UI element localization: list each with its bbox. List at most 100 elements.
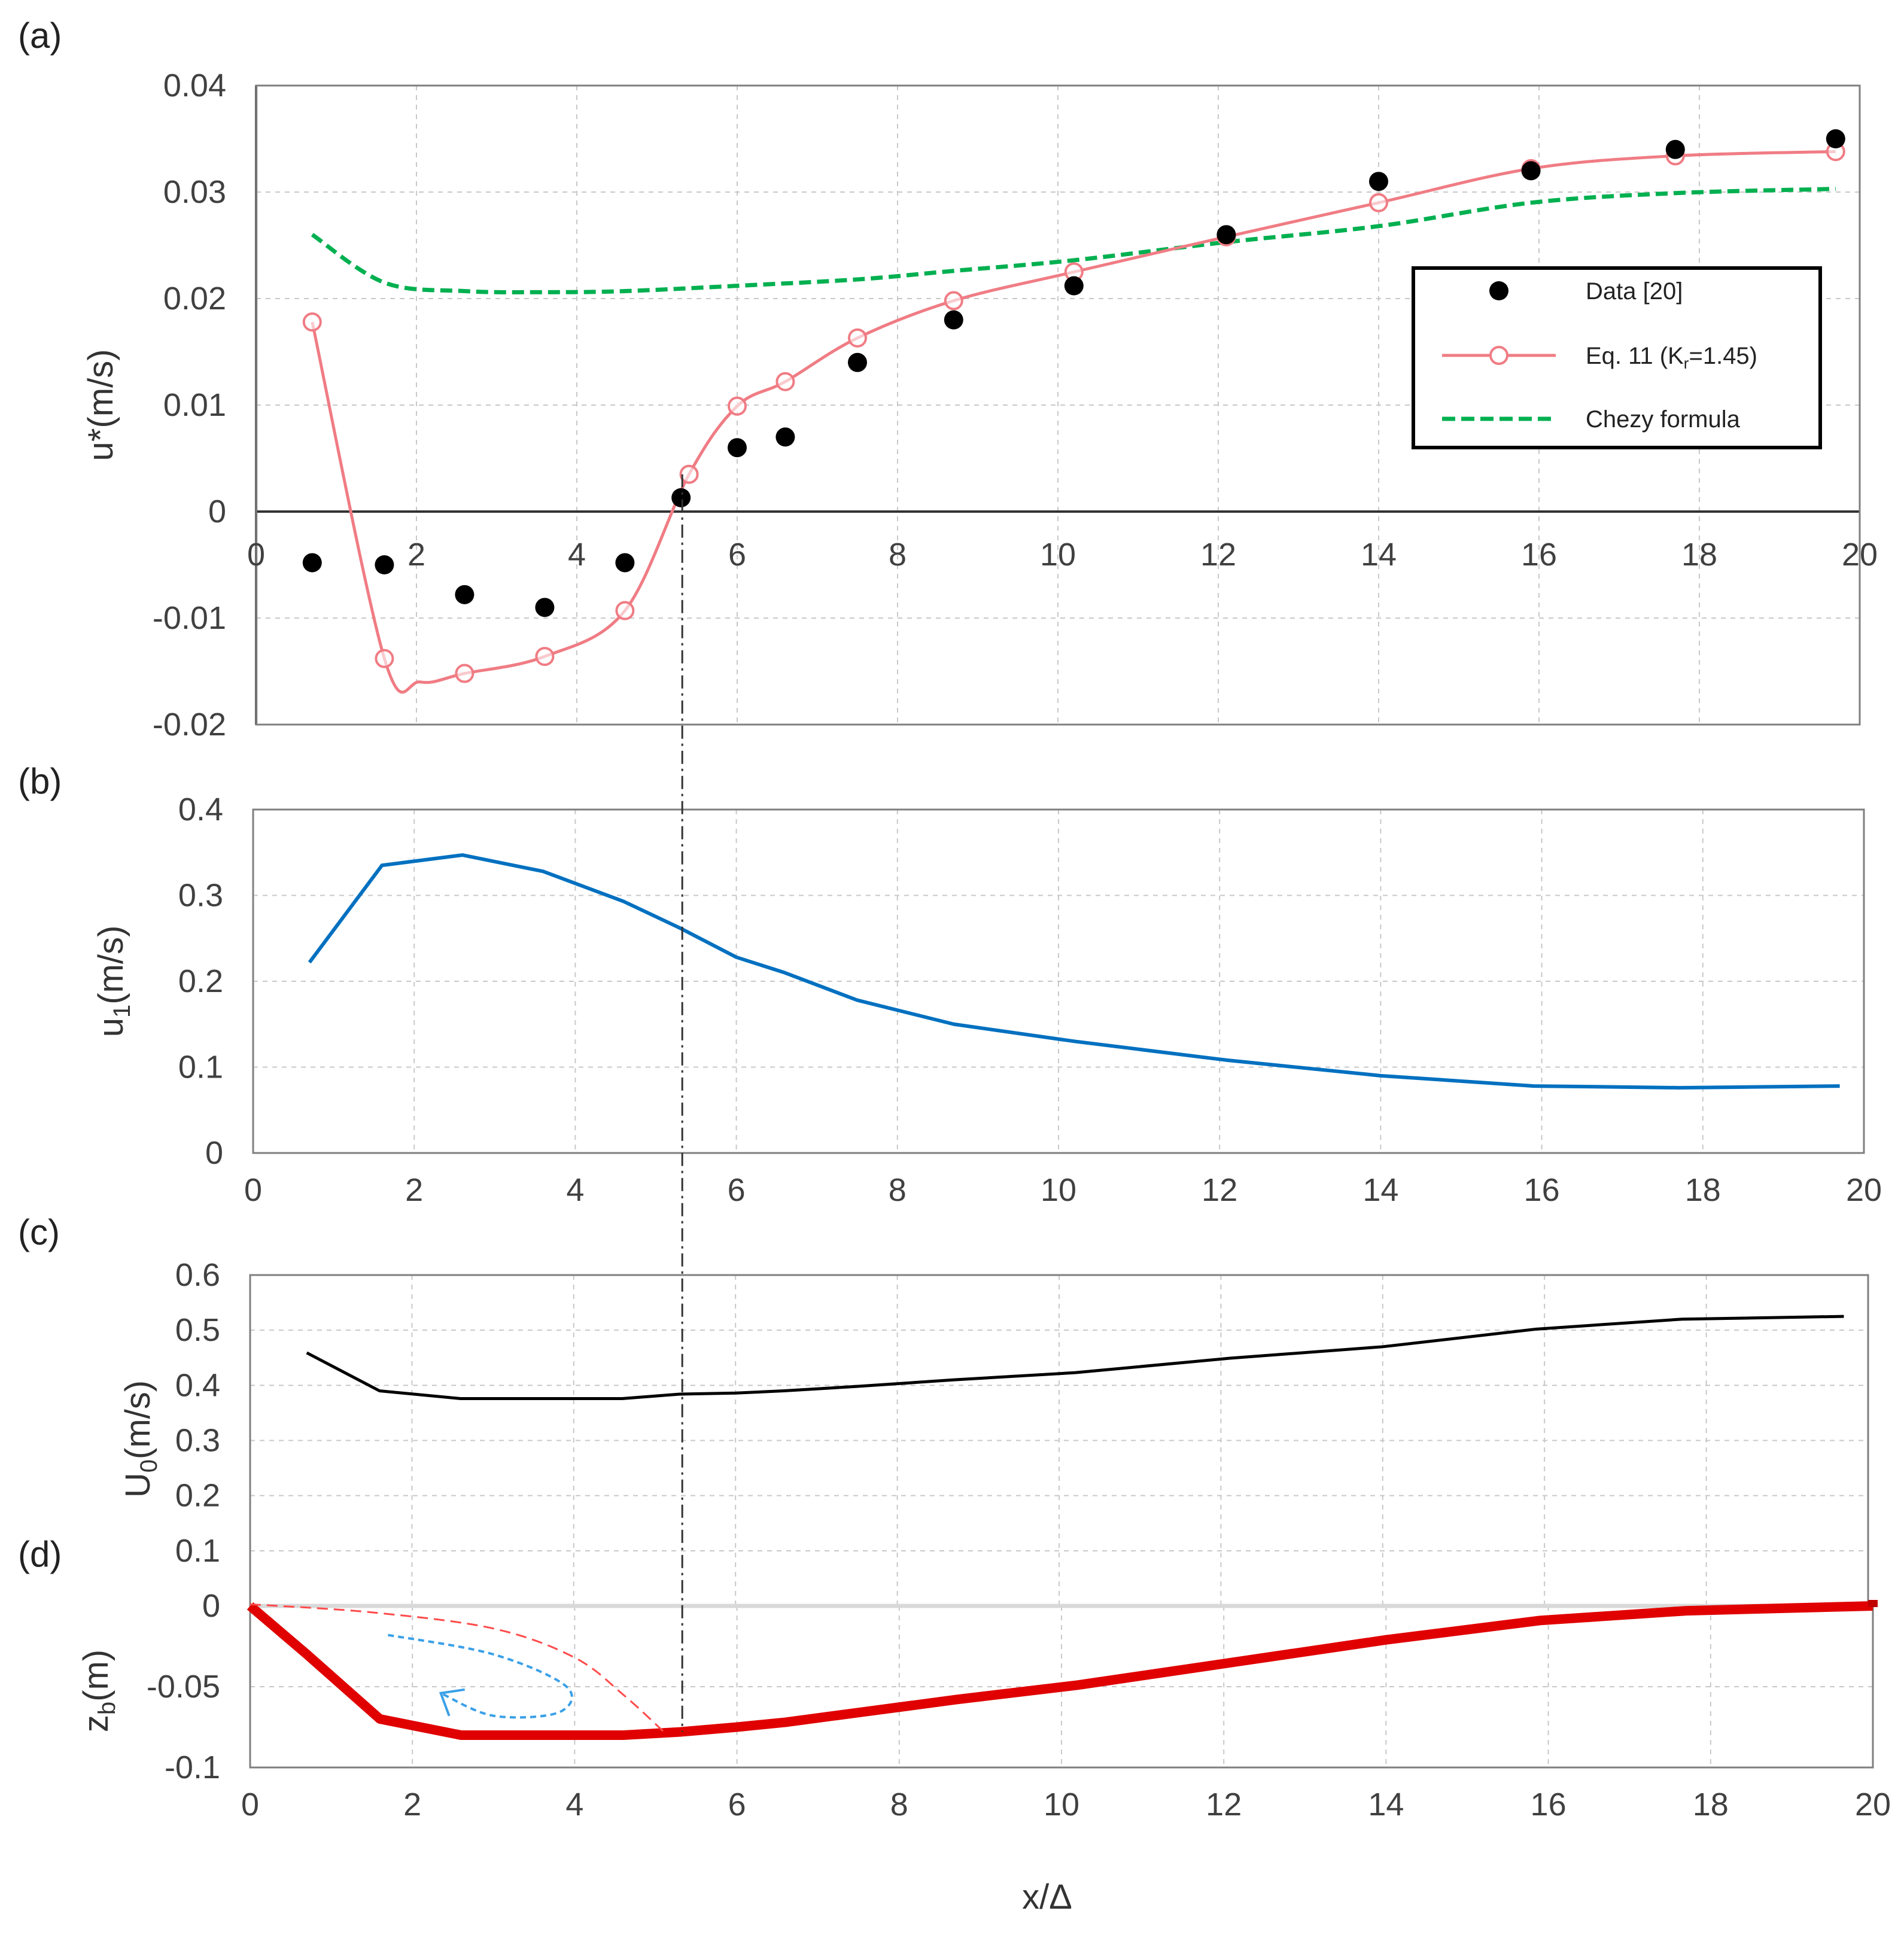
- panel-d-y-label-main: z: [77, 1715, 115, 1732]
- data-point: [1665, 139, 1685, 159]
- data-point: [615, 553, 635, 573]
- panel-d-x-tick-label: 20: [1855, 1787, 1891, 1823]
- panel-a-x-tick-label: 10: [1040, 537, 1076, 573]
- panel-c-grid: [250, 1275, 1868, 1606]
- data-point: [944, 310, 963, 330]
- panel-b-x-tick-label: 12: [1202, 1172, 1237, 1208]
- panel-d-series: [247, 1600, 1878, 1740]
- panel-d-y-ticks: -0.1 -0.05 0: [147, 1588, 220, 1785]
- legend-eq11-label: Eq. 11 (Kr=1.45): [1586, 343, 1757, 372]
- panel-b-x-tick-label: 0: [244, 1172, 262, 1208]
- panel-d: (d) -0.1 -0.05 0 0 2 4 6 8 10 12 14 16 18 20 zb(m) x…: [18, 1534, 1891, 1916]
- panel-b-y-tick-label: 0: [205, 1135, 223, 1171]
- recirculation-arrow: [388, 1633, 573, 1719]
- panel-b-y-label-tail: (m/s): [92, 926, 130, 1005]
- panel-a-x-tick-label: 2: [407, 537, 425, 573]
- legend-eq11-marker: [1489, 346, 1508, 365]
- panel-a-x-ticks: 0 2 4 6 8 10 12 14 16 18 20: [247, 537, 1878, 573]
- panel-c-y-ticks: 0 0.1 0.2 0.3 0.4 0.5 0.6: [175, 1257, 220, 1624]
- panel-d-x-tick-label: 10: [1044, 1787, 1079, 1823]
- panel-a-x-tick-label: 8: [889, 537, 907, 573]
- eq11-marker: [944, 291, 963, 311]
- panel-a-y-label: u*(m/s): [81, 349, 120, 461]
- data-point: [848, 352, 867, 372]
- panel-a-series: [302, 129, 1845, 694]
- eq11-marker: [728, 396, 747, 416]
- data-point: [535, 598, 555, 617]
- separation-streamline: [250, 1603, 665, 1733]
- panel-c-y-label-tail: (m/s): [118, 1380, 157, 1459]
- panel-label-c: (c): [18, 1212, 60, 1252]
- panel-b-y-tick-label: 0.2: [178, 963, 223, 999]
- panel-a-y-tick-label: 0.01: [163, 387, 226, 423]
- legend-data-marker: [1489, 281, 1508, 300]
- panel-label-a: (a): [18, 16, 62, 56]
- data-point: [1369, 172, 1388, 191]
- data-point: [375, 555, 394, 574]
- data-point: [671, 488, 691, 507]
- panel-b-x-tick-label: 2: [405, 1172, 423, 1208]
- panel-b-y-label-sub: 1: [109, 1005, 135, 1018]
- panel-d-x-tick-label: 4: [565, 1787, 583, 1823]
- panel-b: (b) 0 0.1 0.2 0.3 0.4 0 2 4 6 8 10 12 14 16 18 20 u1(m…: [18, 761, 1882, 1208]
- panel-a-x-tick-label: 16: [1521, 537, 1557, 573]
- eq11-marker: [848, 328, 867, 348]
- panel-d-y-label: zb(m): [77, 1650, 120, 1732]
- panel-c-series: [306, 1315, 1844, 1400]
- panel-b-y-label-main: u: [92, 1018, 130, 1037]
- panel-a-x-tick-label: 20: [1842, 537, 1878, 573]
- panel-b-series: [308, 853, 1840, 1090]
- panel-d-x-tick-label: 14: [1368, 1787, 1404, 1823]
- eq11-marker: [615, 601, 635, 620]
- panel-b-x-ticks: 0 2 4 6 8 10 12 14 16 18 20: [244, 1172, 1882, 1208]
- eq11-marker: [535, 647, 555, 667]
- eq11-marker: [1369, 193, 1388, 212]
- panel-a-x-tick-label: 18: [1681, 537, 1717, 573]
- panel-c-y-tick-label: 0.6: [175, 1257, 220, 1293]
- panel-d-y-tick-label: -0.05: [147, 1669, 220, 1705]
- u1-line: [308, 853, 1840, 1090]
- panel-c-y-tick-label: 0.1: [175, 1533, 220, 1569]
- panel-d-y-tick-label: -0.1: [165, 1750, 220, 1785]
- legend-chezy-label: Chezy formula: [1586, 406, 1741, 433]
- panel-a-x-tick-label: 4: [568, 537, 586, 573]
- panel-b-x-tick-label: 20: [1846, 1172, 1882, 1208]
- data-point: [455, 585, 475, 604]
- panel-d-y-label-sub: b: [94, 1702, 120, 1715]
- panel-c-y-tick-label: 0.5: [175, 1312, 220, 1348]
- panel-c-y-tick-label: 0.2: [175, 1478, 220, 1514]
- eq11-marker: [455, 664, 475, 683]
- panel-c-y-tick-label: 0.4: [175, 1367, 220, 1403]
- panel-c-y-tick-label: 0: [202, 1588, 220, 1624]
- bed-profile-line: [247, 1601, 1873, 1740]
- panel-d-y-label-tail: (m): [77, 1650, 115, 1702]
- panel-label-d: (d): [18, 1534, 62, 1574]
- eq11-marker: [679, 464, 699, 484]
- panel-b-x-tick-label: 10: [1041, 1172, 1076, 1208]
- data-point: [775, 427, 795, 447]
- panel-b-y-ticks: 0 0.1 0.2 0.3 0.4: [178, 792, 223, 1171]
- legend-data-label: Data [20]: [1586, 278, 1683, 305]
- panel-a: (a) -0.02 -0.01 0 0.01 0.02 0.03 0.04 0 2 4 6 8 10 1…: [18, 16, 1878, 743]
- legend: Data [20] Eq. 11 (Kr=1.45) Chezy formula: [1412, 266, 1822, 449]
- panel-b-frame: [252, 808, 1865, 1154]
- U0-line: [306, 1315, 1844, 1400]
- data-point: [1064, 276, 1084, 296]
- panel-c-y-label-sub: 0: [136, 1459, 162, 1472]
- panel-a-y-tick-label: 0.04: [163, 68, 226, 104]
- panel-c-y-tick-label: 0.3: [175, 1423, 220, 1459]
- data-point: [1521, 161, 1541, 181]
- panel-b-y-tick-label: 0.3: [178, 878, 223, 914]
- panel-a-y-tick-label: -0.02: [153, 707, 226, 743]
- panel-a-y-tick-label: 0.03: [163, 174, 226, 210]
- panel-a-x-tick-label: 12: [1200, 537, 1236, 573]
- chezy-formula-line: [311, 187, 1836, 294]
- legend-eq11-label-main: Eq. 11 (K: [1586, 343, 1684, 369]
- panel-d-x-tick-label: 2: [403, 1787, 421, 1823]
- eq11-marker: [775, 372, 795, 391]
- panel-d-x-tick-label: 12: [1206, 1787, 1242, 1823]
- data-point: [1826, 129, 1845, 148]
- panel-b-x-tick-label: 8: [889, 1172, 907, 1208]
- panel-a-x-tick-label: 6: [728, 537, 746, 573]
